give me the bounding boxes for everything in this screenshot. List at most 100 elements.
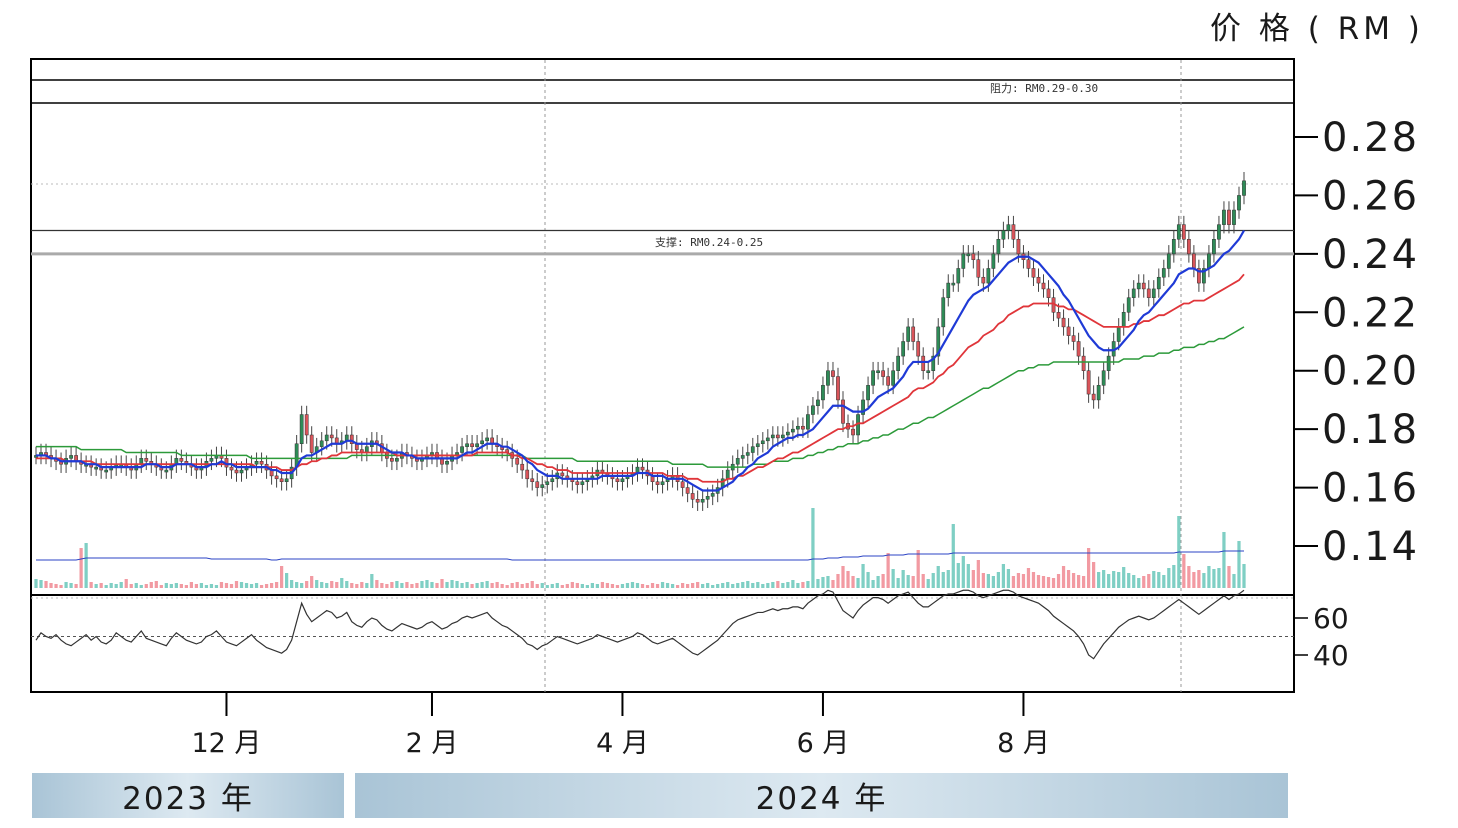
volume-bar [290, 580, 294, 588]
volume-bar [1172, 565, 1176, 588]
rsi-tick-label: 40 [1313, 639, 1349, 672]
volume-bar [570, 582, 574, 588]
volume-bar [635, 583, 640, 588]
volume-bar [345, 581, 349, 588]
volume-bar [1031, 572, 1036, 588]
volume-bar [1242, 564, 1246, 588]
candle-body [319, 440, 324, 447]
candle-body [801, 425, 805, 430]
volume-bar [420, 581, 424, 588]
price-tick-label: 0.24 [1322, 232, 1419, 278]
year-band-2024: 2024 年 [355, 773, 1288, 818]
time-tick-label: 8 月 [997, 728, 1050, 759]
candle-body [1041, 282, 1046, 290]
volume-bar [1207, 566, 1211, 588]
candle-body [550, 478, 555, 482]
volume-bar [1117, 572, 1121, 588]
volume-bar [450, 580, 454, 588]
volume-bar [64, 582, 68, 588]
volume-bar [640, 584, 645, 588]
volume-bar [34, 579, 38, 588]
volume-bar [986, 574, 990, 588]
candle-body [911, 326, 916, 342]
volume-bar [169, 584, 173, 588]
candle-body [725, 469, 730, 480]
volume-bar [1137, 578, 1141, 588]
time-tick-label: 2 月 [406, 728, 459, 759]
volume-bar [670, 584, 675, 588]
volume-bar [179, 584, 183, 588]
volume-bar [79, 548, 83, 588]
volume-bar [1237, 541, 1241, 588]
candle-body [831, 370, 835, 377]
volume-bar [440, 579, 444, 588]
candle-body [871, 370, 875, 386]
candle-body [274, 475, 279, 480]
candle-body [891, 370, 896, 386]
candle-body [851, 428, 855, 436]
volume-bar [1041, 576, 1046, 588]
volume-bar [791, 580, 795, 588]
volume-bar [149, 582, 153, 588]
volume-bar [405, 582, 409, 588]
volume-bar [355, 584, 359, 588]
candle-body [164, 469, 169, 473]
candle-body [324, 434, 329, 442]
volume-bar [320, 582, 324, 588]
candle-body [309, 434, 314, 453]
candle-body [745, 452, 750, 456]
ma-short-line [36, 229, 1245, 492]
volume-bar [1122, 567, 1126, 588]
volume-bar [590, 583, 595, 588]
volume-bar [645, 585, 650, 588]
volume-bar [936, 566, 940, 588]
volume-bar [375, 580, 379, 588]
volume-bar [615, 585, 620, 588]
volume-bar [315, 580, 319, 588]
volume-bar [685, 584, 690, 588]
candle-body [465, 443, 469, 447]
candle-body [1227, 209, 1231, 225]
volume-bar [54, 584, 58, 588]
volume-bar [495, 582, 499, 588]
volume-bar [465, 582, 469, 588]
volume-bar [370, 574, 374, 588]
volume-bar [74, 584, 78, 588]
candle-body [1106, 355, 1111, 371]
volume-bar [134, 583, 138, 588]
volume-bar [239, 582, 244, 588]
candle-body [780, 434, 785, 439]
candle-body [826, 370, 830, 386]
candle-body [234, 469, 239, 474]
volume-bar [1142, 576, 1146, 588]
candle-body [1066, 326, 1071, 336]
gridlines [31, 60, 1294, 692]
volume-bar [806, 581, 810, 588]
candle-body [1192, 253, 1196, 269]
volume-bar [796, 583, 800, 588]
candle-body [1242, 180, 1246, 196]
candle-body [921, 355, 926, 371]
volume-bar [219, 582, 224, 588]
candle-body [535, 481, 540, 488]
volume-bar [876, 576, 880, 588]
candle-body [886, 376, 890, 386]
volume-bar [776, 581, 780, 588]
volume-bar [530, 581, 534, 588]
candle-body [1156, 276, 1161, 290]
volume-bar [244, 583, 249, 588]
volume-bar [259, 585, 264, 588]
candle-body [1181, 224, 1186, 240]
volume-bar [741, 582, 745, 588]
year-label-2023: 2023 年 [122, 781, 254, 817]
candle-body [765, 437, 770, 442]
volume-bar [204, 585, 209, 588]
support-label: 支撑: RM0.24-0.25 [655, 235, 763, 249]
volume-bar [114, 584, 118, 588]
candle-body [530, 478, 535, 482]
volume-bar [234, 581, 239, 588]
volume-bar [766, 583, 770, 588]
volume-bar [816, 579, 820, 588]
volume-bar [515, 582, 519, 588]
candle-body [1076, 341, 1081, 357]
